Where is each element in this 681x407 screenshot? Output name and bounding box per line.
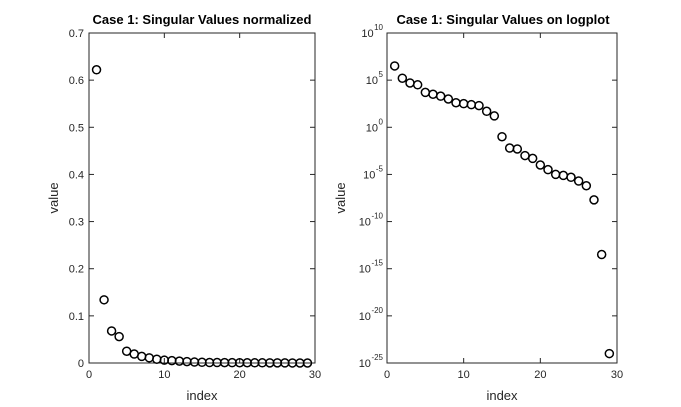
- data-point: [550, 169, 561, 180]
- left-y-axis-label: value: [46, 182, 61, 213]
- y-tick-label: 0.5: [69, 122, 84, 134]
- data-point: [474, 100, 484, 111]
- data-point: [114, 331, 124, 342]
- data-point: [558, 170, 569, 181]
- x-tick-label: 10: [458, 369, 470, 381]
- y-tick-exponent: 5: [379, 70, 384, 79]
- data-point: [596, 249, 607, 260]
- y-tick-exponent: -25: [371, 353, 383, 362]
- data-point: [589, 195, 599, 205]
- data-point: [412, 80, 423, 90]
- y-tick-label: -510: [363, 164, 383, 181]
- right-y-axis-label: value: [333, 182, 348, 213]
- data-point: [152, 354, 162, 364]
- left-chart-title: Case 1: Singular Values normalized: [93, 12, 312, 27]
- y-tick-base: 10: [359, 264, 371, 276]
- data-point: [581, 180, 592, 191]
- data-point: [535, 160, 546, 170]
- y-tick-exponent: -15: [371, 259, 383, 268]
- data-point: [520, 150, 530, 161]
- right-x-axis-label: index: [486, 388, 518, 403]
- y-tick-label: 0.6: [69, 75, 84, 87]
- data-point: [604, 348, 615, 359]
- y-tick-label: 0: [78, 358, 84, 370]
- data-point: [389, 61, 400, 71]
- data-point: [497, 131, 507, 142]
- x-tick-label: 20: [234, 369, 246, 381]
- y-tick-exponent: 0: [379, 117, 384, 126]
- y-tick-base: 10: [361, 28, 373, 40]
- y-tick-base: 10: [363, 169, 375, 181]
- data-point: [566, 172, 576, 183]
- data-point: [458, 98, 469, 109]
- right-ticks: 0 10 20 30-2510-2010-1510-1010-510010510101…: [359, 23, 623, 381]
- right-plot-frame: [386, 32, 618, 364]
- left-plot-frame: [88, 32, 316, 364]
- y-tick-exponent: -20: [371, 306, 383, 315]
- data-point: [504, 143, 515, 153]
- data-point: [543, 164, 553, 175]
- data-point: [420, 87, 431, 98]
- x-tick-label: 10: [158, 369, 170, 381]
- data-point: [481, 106, 492, 117]
- data-point: [435, 91, 446, 101]
- y-tick-label: 0.2: [69, 264, 84, 276]
- x-tick-label: 20: [534, 369, 546, 381]
- x-tick-label: 0: [384, 369, 390, 381]
- data-point: [489, 111, 500, 121]
- data-point: [136, 351, 147, 362]
- y-tick-label: 510: [366, 70, 384, 87]
- data-point: [106, 326, 117, 336]
- left-subplot: Case 1: Singular Values normalized 0 10 20…: [46, 12, 321, 403]
- data-point: [129, 349, 139, 359]
- x-tick-label: 30: [309, 369, 321, 381]
- data-point: [451, 98, 461, 108]
- y-tick-label: 0.1: [69, 311, 84, 323]
- y-tick-exponent: -10: [371, 212, 383, 221]
- y-tick-exponent: 10: [374, 23, 383, 32]
- x-tick-label: 0: [86, 369, 92, 381]
- y-tick-label: 0.4: [69, 169, 84, 181]
- data-point: [443, 94, 454, 104]
- left-x-axis-label: index: [186, 388, 218, 403]
- x-tick-label: 30: [611, 369, 623, 381]
- data-point: [397, 73, 408, 83]
- y-tick-base: 10: [359, 311, 371, 323]
- data-point: [144, 353, 155, 363]
- data-point: [428, 89, 438, 99]
- data-point: [466, 99, 477, 110]
- data-point: [573, 176, 584, 186]
- y-tick-label: 0.7: [69, 28, 84, 40]
- y-tick-base: 10: [359, 358, 371, 370]
- y-tick-base: 10: [366, 75, 378, 87]
- y-tick-base: 10: [366, 122, 378, 134]
- left-ticks: 0 10 20 30 0 0.1 0.2 0.3 0.4 0.5 0.6 0.7: [69, 28, 321, 381]
- data-point: [99, 295, 109, 305]
- right-data-points: [389, 61, 615, 359]
- data-point: [91, 65, 102, 75]
- data-point: [174, 356, 185, 366]
- right-subplot: Case 1: Singular Values on logplot 0 10 20…: [333, 12, 623, 403]
- left-data-points: [91, 65, 313, 368]
- data-point: [527, 153, 538, 164]
- data-point: [302, 358, 313, 368]
- y-tick-label: 010: [366, 117, 384, 134]
- y-tick-base: 10: [359, 217, 371, 229]
- data-point: [405, 78, 415, 88]
- y-tick-label: 0.3: [69, 217, 84, 229]
- y-tick-exponent: -5: [376, 164, 384, 173]
- data-point: [512, 144, 523, 154]
- right-chart-title: Case 1: Singular Values on logplot: [396, 12, 610, 27]
- data-point: [182, 356, 192, 367]
